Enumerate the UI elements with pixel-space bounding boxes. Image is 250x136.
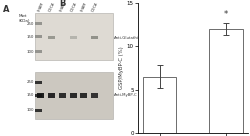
Y-axis label: GSP/MyBP-C (%): GSP/MyBP-C (%) bbox=[119, 47, 124, 89]
Text: DOCA: DOCA bbox=[48, 1, 56, 13]
Bar bbox=[35, 72, 113, 119]
Bar bbox=[35, 13, 113, 60]
Bar bbox=[91, 93, 98, 98]
Bar bbox=[91, 36, 98, 39]
Bar bbox=[70, 93, 76, 98]
Text: 150: 150 bbox=[26, 93, 34, 97]
Text: DOCA: DOCA bbox=[91, 1, 99, 13]
Text: B: B bbox=[59, 0, 66, 8]
Bar bbox=[80, 93, 87, 98]
Bar bbox=[35, 50, 42, 53]
Bar bbox=[48, 36, 55, 39]
Bar bbox=[209, 29, 242, 133]
Bar bbox=[35, 81, 42, 84]
Text: Anti-Glutathione: Anti-Glutathione bbox=[114, 36, 147, 40]
Text: SHAM: SHAM bbox=[80, 1, 88, 13]
Text: SHAM: SHAM bbox=[59, 1, 67, 13]
Bar bbox=[35, 94, 42, 97]
Text: Mwt
(KDa): Mwt (KDa) bbox=[19, 14, 30, 23]
Text: *: * bbox=[224, 10, 228, 19]
Bar bbox=[35, 22, 42, 25]
Text: 150: 150 bbox=[26, 35, 34, 39]
Bar bbox=[70, 36, 76, 39]
Bar bbox=[59, 93, 66, 98]
Text: A: A bbox=[3, 5, 9, 14]
Text: 250: 250 bbox=[26, 80, 34, 84]
Bar bbox=[143, 77, 176, 133]
Text: Anti-MyBP-C: Anti-MyBP-C bbox=[114, 93, 138, 97]
Bar bbox=[35, 109, 42, 112]
Text: 250: 250 bbox=[26, 21, 34, 26]
Text: 100: 100 bbox=[26, 108, 34, 112]
Bar bbox=[35, 35, 42, 38]
Bar bbox=[38, 93, 44, 98]
Text: SHAM: SHAM bbox=[37, 1, 45, 13]
Text: 100: 100 bbox=[26, 50, 34, 54]
Bar bbox=[48, 93, 55, 98]
Text: DOCA: DOCA bbox=[70, 1, 78, 13]
